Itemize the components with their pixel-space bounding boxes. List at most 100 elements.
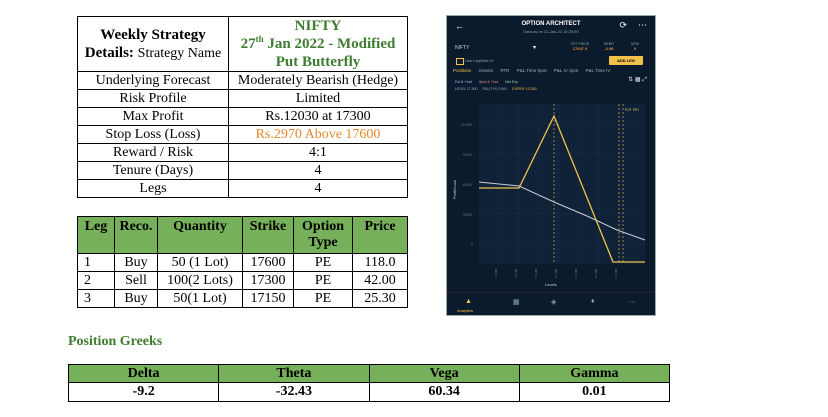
tab-pl-iv-spot[interactable]: P&L IV Spot xyxy=(553,68,579,73)
legs-header-leg: Leg xyxy=(77,216,115,254)
option-architect-screenshot: ← OPTION ARCHITECT Data as on 21-Jan-22 … xyxy=(446,15,656,316)
strategy-details-table: Weekly Strategy Details: Strategy Name N… xyxy=(77,16,408,198)
sort-icon[interactable]: ⇅ xyxy=(628,77,634,83)
x-tick: 17,100 xyxy=(514,268,518,278)
details-value: 4:1 xyxy=(228,143,408,162)
leg-quantity: 50(1 Lot) xyxy=(157,289,243,308)
leg-number: 1 xyxy=(77,253,115,272)
level-value: LEVEL 17,300 xyxy=(455,87,478,91)
chevron-down-icon[interactable]: ▾ xyxy=(533,45,537,51)
fut-price-label: FUT PRI xyxy=(625,108,639,112)
details-header-label: Weekly Strategy Details: Strategy Name xyxy=(77,16,229,72)
leg-number: 2 xyxy=(77,271,115,290)
analytics-label: Analytics xyxy=(457,308,474,313)
strategy-name: NIFTY 27th Jan 2022 - Modified Put Butte… xyxy=(228,16,408,72)
add-leg-button[interactable]: ADD LEG xyxy=(609,56,643,65)
leg-strike: 17600 xyxy=(242,253,294,272)
legs-table: Leg Reco. Quantity Strike Option Type Pr… xyxy=(77,216,408,308)
details-row: Legs 4 xyxy=(77,179,408,198)
expand-icon[interactable]: ⤢ xyxy=(642,77,647,83)
calculator-icon[interactable]: ▦ xyxy=(513,299,520,306)
gamma-value: 0.01 xyxy=(518,382,671,402)
x-tick-labels: 17,000 17,100 17,200 17,300 17,400 17,50… xyxy=(494,268,618,278)
tab-rtr[interactable]: RTR xyxy=(500,68,510,73)
grid-icon[interactable]: ▦ xyxy=(634,77,641,83)
leg-quantity: 50 (1 Lot) xyxy=(157,253,243,272)
leg-option-type: PE xyxy=(293,289,353,308)
details-label: Risk Profile xyxy=(77,89,229,108)
data-timestamp: Data as on 21-Jan-22 15:29:59 xyxy=(523,29,579,34)
stat-value: 17647.9 xyxy=(572,46,588,51)
analytics-icon[interactable]: ▲ xyxy=(465,298,472,305)
symbol-label: NIFTY xyxy=(455,45,470,51)
bottom-nav: ▲ Analytics ▦ ◈ ♦ ⋯ xyxy=(447,292,655,315)
leg-price: 25.30 xyxy=(352,289,408,308)
greeks-header-delta: Delta xyxy=(67,364,220,383)
mtm-stat: MTM 0 xyxy=(623,42,647,51)
leg-number: 3 xyxy=(77,289,115,308)
bell-icon[interactable]: ♦ xyxy=(591,298,595,305)
tab-positions[interactable]: Positions xyxy=(453,68,472,73)
strategy-date-rest: Jan 2022 - Modified xyxy=(263,36,396,52)
payoff-chart: 12,000 9,000 6,000 3,000 0 Profit/Loss L… xyxy=(452,104,646,287)
stat-value: 0 xyxy=(633,46,637,51)
legs-row: 3 Buy 50(1 Lot) 17150 PE 25.30 xyxy=(77,289,408,308)
legs-row: 2 Sell 100(2 Lots) 17300 PE 42.00 xyxy=(77,271,408,290)
strategy-date-line: 27th Jan 2022 - Modified xyxy=(229,35,407,53)
strategy-type: Put Butterfly xyxy=(275,54,361,70)
chart-tool-icons: ⇅ ▦ ⤢ xyxy=(628,76,647,84)
back-arrow-icon[interactable]: ← xyxy=(455,21,464,31)
more-icon[interactable]: ⋯ xyxy=(629,299,636,306)
x-tick: 17,200 xyxy=(534,268,538,278)
chart-legend: Fut & +1sd Spot & +1sd Mkt Exp xyxy=(455,80,524,84)
network-icon[interactable]: ◈ xyxy=(551,299,557,306)
leg-price: 118.0 xyxy=(352,253,408,272)
details-row: Stop Loss (Loss) Rs.2970 Above 17600 xyxy=(77,125,408,144)
greeks-header-vega: Vega xyxy=(368,364,520,383)
details-label: Reward / Risk xyxy=(77,143,229,162)
details-row: Reward / Risk 4:1 xyxy=(77,143,408,162)
details-row: Underlying Forecast Moderately Bearish (H… xyxy=(77,71,408,90)
y-tick: 6,000 xyxy=(463,183,472,187)
tab-pl-time-spot[interactable]: P&L Time Spot xyxy=(516,68,547,73)
details-header-bold: Weekly Strategy Details: xyxy=(84,26,206,61)
refresh-icon[interactable]: ⟳ xyxy=(619,20,627,30)
details-label: Tenure (Days) xyxy=(77,161,229,180)
x-tick: 17,400 xyxy=(574,268,578,278)
greeks-value-row: -9.2 -32.43 60.34 0.01 xyxy=(67,382,671,402)
details-label: Underlying Forecast xyxy=(77,71,229,90)
legwise-iv-label: Use LegWise IV xyxy=(465,58,494,63)
theta-value: -32.43 xyxy=(218,382,370,402)
details-value: 4 xyxy=(228,161,408,180)
legwise-iv-checkbox[interactable] xyxy=(456,58,464,65)
leg-quantity: 100(2 Lots) xyxy=(157,271,243,290)
stat-label: MTM xyxy=(631,42,639,46)
t0-payoff-line xyxy=(478,181,646,241)
x-tick: 17,000 xyxy=(494,268,498,278)
y-axis-label: Profit/Loss xyxy=(452,180,457,199)
legs-header-reco: Reco. xyxy=(114,216,158,254)
vega-value: 60.34 xyxy=(368,382,520,402)
details-row: Risk Profile Limited xyxy=(77,89,408,108)
details-value: 4 xyxy=(228,179,408,198)
y-tick-labels: 12,000 9,000 6,000 3,000 0 xyxy=(461,123,473,247)
x-tick: 17,600 xyxy=(614,268,618,278)
stat-label: DEBIT xyxy=(603,42,615,46)
leg-option-type: PE xyxy=(293,253,353,272)
x-axis-label: Levels xyxy=(545,282,557,287)
analysis-tabs: Positions Greeks RTR P&L Time Spot P&L I… xyxy=(453,68,649,78)
details-value: Rs.12030 at 17300 xyxy=(228,107,408,126)
strategy-day-suffix: th xyxy=(255,34,264,44)
y-tick: 9,000 xyxy=(463,153,472,157)
legend-mkt-exp: Mkt Exp xyxy=(505,80,518,84)
more-options-icon[interactable]: ⋯ xyxy=(638,20,647,30)
leg-option-type: PE xyxy=(293,271,353,290)
expiry-payoff-line xyxy=(479,114,645,263)
stat-label: FUT PRICE xyxy=(570,42,590,46)
delta-value: -9.2 xyxy=(67,382,220,402)
leg-reco: Buy xyxy=(114,289,158,308)
leg-strike: 17300 xyxy=(242,271,294,290)
details-value: Moderately Bearish (Hedge) xyxy=(228,71,408,90)
tab-pl-time-iv[interactable]: P&L Time IV xyxy=(585,68,611,73)
tab-greeks[interactable]: Greeks xyxy=(478,68,494,73)
